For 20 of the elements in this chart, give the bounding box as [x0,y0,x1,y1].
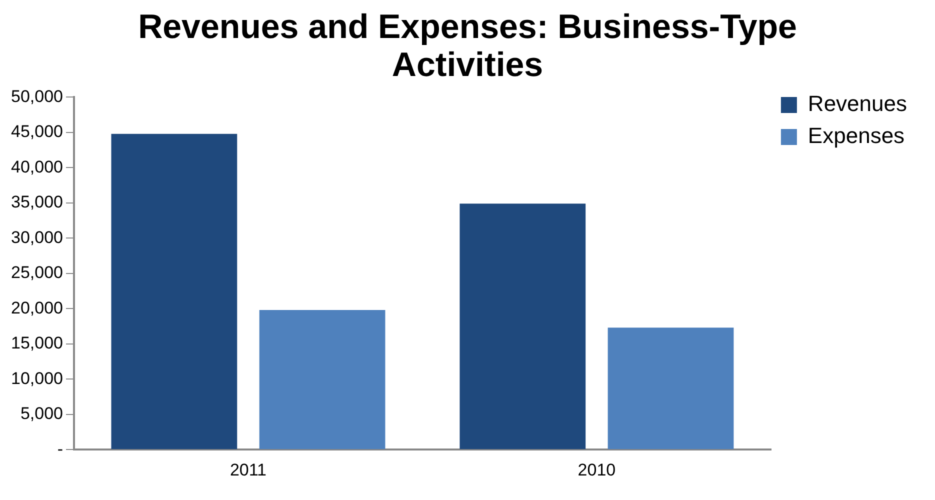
y-tick-label: - [57,439,63,458]
y-tick-label: 25,000 [10,263,63,282]
y-tick-label: 15,000 [10,334,63,353]
bar [259,310,386,450]
legend-label: Revenues [808,91,908,116]
y-tick-label: 50,000 [10,86,63,106]
y-tick-label: 35,000 [10,192,63,212]
y-tick-label: 45,000 [10,122,63,142]
x-tick-label: 2011 [230,460,267,480]
legend-label: Expenses [808,123,905,148]
y-tick-label: 10,000 [10,368,63,388]
y-tick-label: 5,000 [20,404,63,424]
y-tick-label: 20,000 [10,298,63,318]
bar [460,204,586,450]
bar [111,134,238,450]
chart-title: Revenues and Expenses: Business-Type Activities [137,8,798,84]
y-tick-label: 40,000 [10,157,63,176]
x-tick-label: 2010 [578,460,616,480]
bar [608,328,734,450]
y-tick-label: 30,000 [10,228,63,247]
